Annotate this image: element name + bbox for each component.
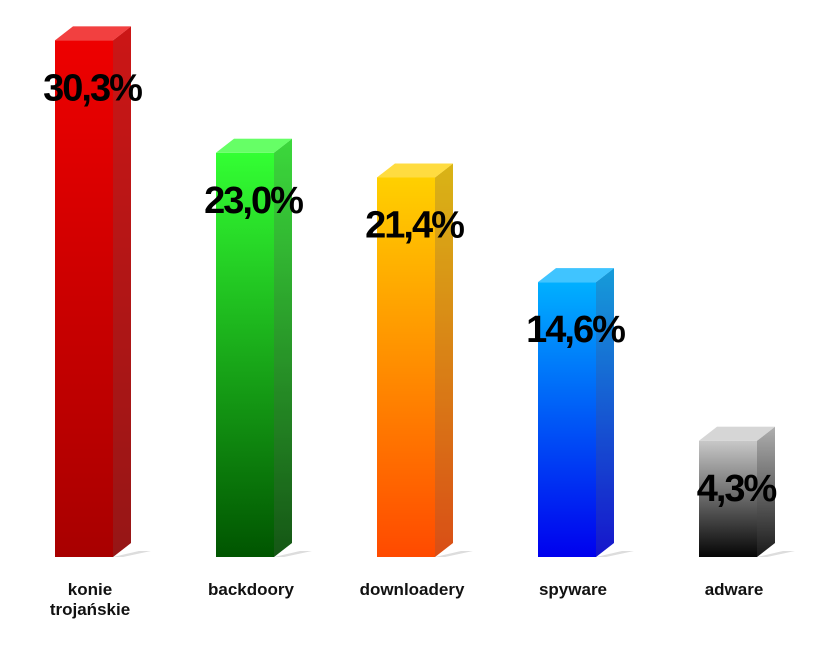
value-label: 30,3% <box>43 67 142 109</box>
bar <box>216 152 274 558</box>
value-label: 4,3% <box>697 468 777 510</box>
bar-top <box>216 138 292 153</box>
bar-top <box>538 268 614 283</box>
bar-top <box>377 163 453 178</box>
bar-side-shade <box>435 163 453 557</box>
bar-side <box>757 426 775 557</box>
bar <box>538 282 596 557</box>
bar-side-shade <box>274 138 292 558</box>
bar-side <box>274 138 292 558</box>
bar-side-shade <box>113 26 131 557</box>
bar-shadow <box>596 551 634 557</box>
bar-side <box>113 26 131 557</box>
bar-shadow <box>435 551 473 557</box>
bar-top-light <box>699 426 775 441</box>
bar-top-light <box>538 268 614 283</box>
x-tick-label: downloadery <box>359 580 465 599</box>
bar-shadow <box>757 551 795 557</box>
value-label: 14,6% <box>526 309 625 351</box>
bar-side-shade <box>757 426 775 557</box>
value-label: 21,4% <box>365 204 464 246</box>
x-tick-label: backdoory <box>208 580 294 599</box>
x-tick-label: konie trojańskie <box>49 580 131 619</box>
bar <box>699 440 757 557</box>
bar-top-light <box>216 138 292 153</box>
bar <box>55 40 113 557</box>
value-label: 23,0% <box>204 180 303 222</box>
bar-top-light <box>55 26 131 41</box>
bar-top <box>55 26 131 41</box>
bar <box>377 177 435 557</box>
bar-top <box>699 426 775 441</box>
bar-side <box>435 163 453 557</box>
bar-shadow <box>113 551 151 557</box>
bar-side <box>596 268 614 557</box>
bar-shadow <box>274 551 312 557</box>
bar-top-light <box>377 163 453 178</box>
x-tick-label: spyware <box>538 580 608 599</box>
x-tick-label: adware <box>704 580 764 599</box>
bar-side-shade <box>596 268 614 557</box>
